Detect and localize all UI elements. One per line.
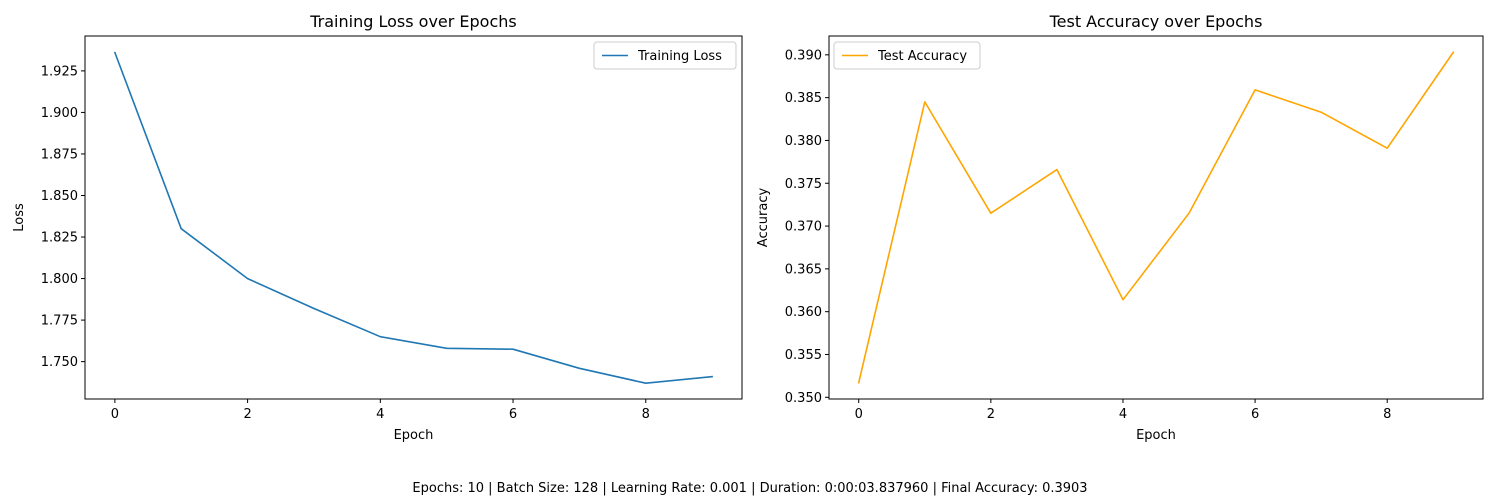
loss-legend-label: Training Loss	[637, 49, 722, 64]
loss-y-tick-label: 1.825	[41, 231, 78, 246]
accuracy-chart-title: Test Accuracy over Epochs	[1049, 12, 1263, 31]
accuracy-y-tick-label: 0.385	[785, 91, 822, 106]
accuracy-x-tick-label: 6	[1251, 407, 1259, 422]
loss-legend: Training Loss	[593, 41, 737, 70]
loss-y-tick-label: 1.875	[41, 147, 78, 162]
loss-x-tick-label: 4	[376, 407, 384, 422]
accuracy-legend: Test Accuracy	[833, 41, 981, 70]
loss-x-tick-label: 0	[111, 407, 119, 422]
loss-x-axis-label: Epoch	[394, 428, 434, 443]
accuracy-y-tick-label: 0.355	[785, 348, 822, 363]
accuracy-y-tick-label: 0.350	[785, 391, 822, 406]
accuracy-y-tick-label: 0.380	[785, 134, 822, 149]
loss-x-tick-label: 8	[642, 407, 650, 422]
loss-chart-title: Training Loss over Epochs	[309, 12, 517, 31]
run-summary: Epochs: 10 | Batch Size: 128 | Learning …	[412, 481, 1088, 496]
loss-series-line-0	[113, 51, 713, 385]
loss-x-tick-label: 6	[509, 407, 517, 422]
accuracy-y-axis-label: Accuracy	[756, 188, 771, 248]
accuracy-series-line-0	[857, 51, 1455, 384]
accuracy-legend-label: Test Accuracy	[877, 49, 967, 64]
accuracy-y-tick-label: 0.375	[785, 177, 822, 192]
loss-chart: Training Loss over Epochs 0 2 4 6 8 1.750 1.775…	[12, 12, 743, 443]
accuracy-y-tick-label: 0.360	[785, 305, 822, 320]
accuracy-x-tick-label: 0	[855, 407, 863, 422]
loss-y-tick-label: 1.775	[41, 314, 78, 329]
loss-y-tick-label: 1.750	[41, 355, 78, 370]
accuracy-x-axis-label: Epoch	[1136, 428, 1176, 443]
accuracy-y-tick-label: 0.390	[785, 48, 822, 63]
accuracy-x-tick-label: 4	[1119, 407, 1127, 422]
loss-x-tick-label: 2	[243, 407, 251, 422]
accuracy-plot-frame	[828, 35, 1484, 400]
accuracy-chart: Test Accuracy over Epochs 0 2 4 6 8 0.350 0.355…	[756, 12, 1484, 443]
loss-y-axis-label: Loss	[12, 203, 27, 232]
loss-plot-frame	[84, 35, 743, 400]
accuracy-x-tick-label: 2	[987, 407, 995, 422]
loss-legend-box	[593, 41, 737, 70]
loss-y-tick-label: 1.925	[41, 64, 78, 79]
accuracy-legend-box	[833, 41, 981, 70]
accuracy-y-tick-label: 0.365	[785, 262, 822, 277]
accuracy-y-tick-label: 0.370	[785, 220, 822, 235]
loss-y-tick-label: 1.800	[41, 272, 78, 287]
loss-y-tick-label: 1.900	[41, 106, 78, 121]
accuracy-x-tick-label: 8	[1383, 407, 1391, 422]
loss-y-tick-label: 1.850	[41, 189, 78, 204]
